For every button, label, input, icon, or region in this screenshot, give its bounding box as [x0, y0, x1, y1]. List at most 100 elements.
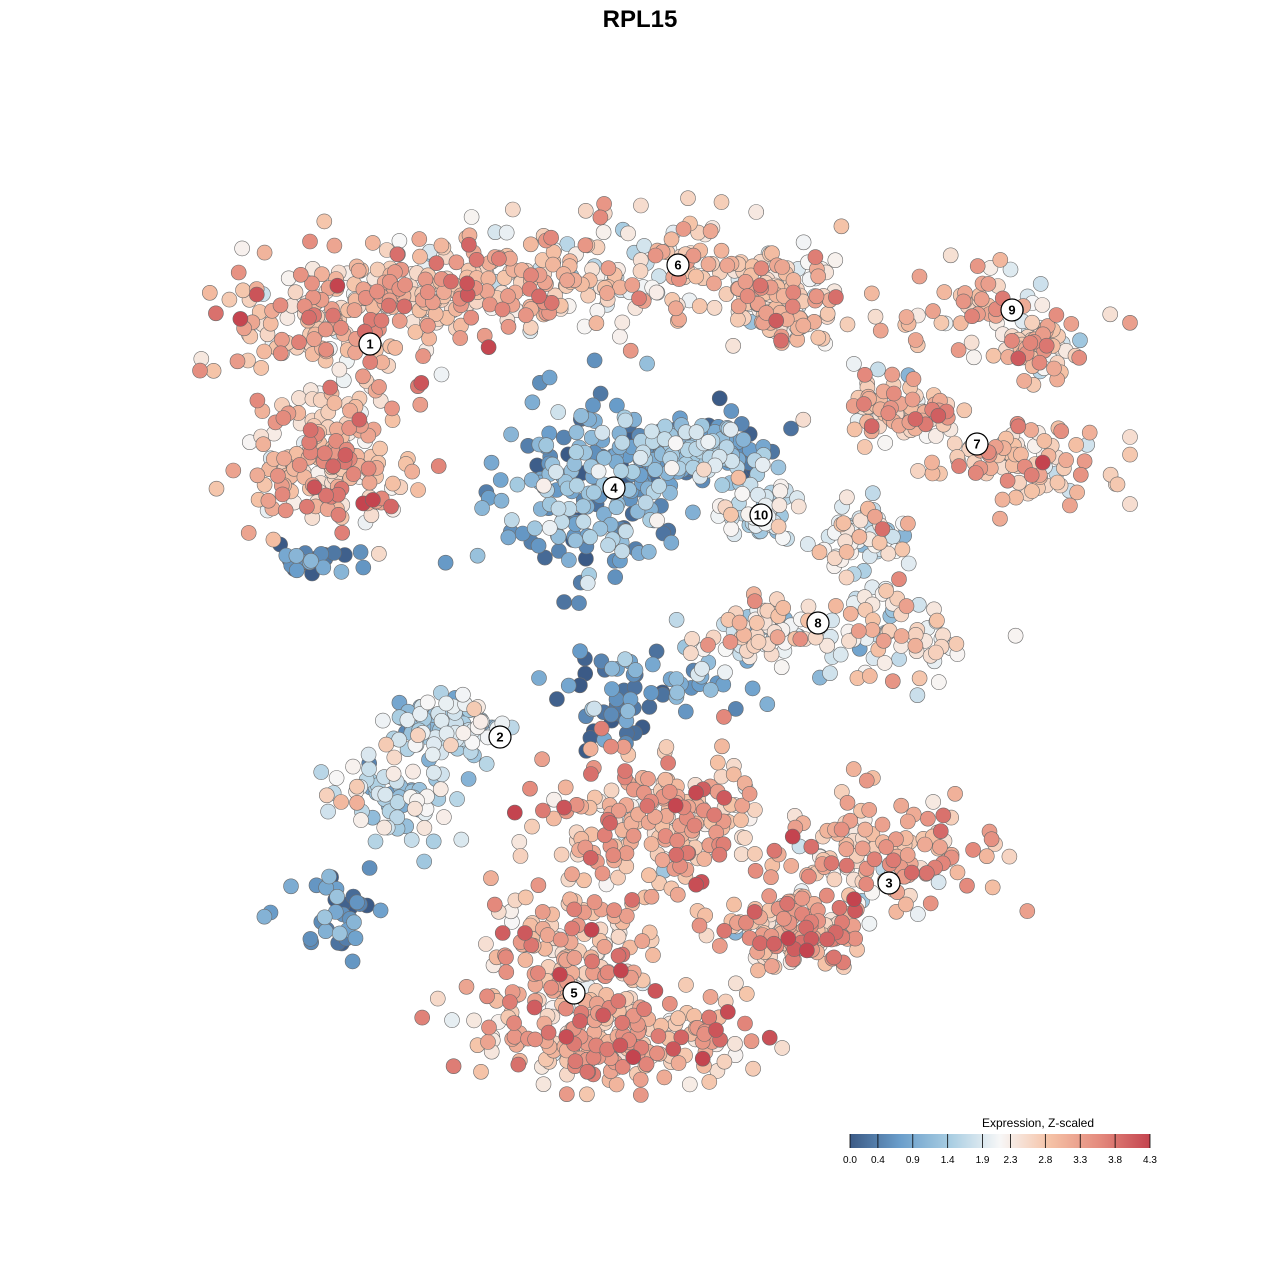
- scatter-point: [317, 923, 334, 940]
- scatter-point: [277, 502, 294, 519]
- scatter-point: [458, 978, 475, 995]
- scatter-point: [823, 855, 840, 872]
- cluster-label-10: 10: [749, 503, 773, 527]
- scatter-point: [256, 343, 273, 360]
- scatter-point: [734, 797, 751, 814]
- scatter-point: [564, 920, 580, 937]
- scatter-point: [498, 964, 515, 980]
- scatter-point: [230, 264, 247, 281]
- scatter-point: [240, 525, 257, 541]
- scatter-point: [950, 342, 967, 358]
- scatter-point: [260, 492, 277, 509]
- scatter-point: [688, 876, 704, 893]
- scatter-point: [407, 324, 424, 340]
- scatter-point: [1002, 261, 1019, 278]
- scatter-point: [969, 258, 986, 274]
- scatter-point: [922, 895, 939, 912]
- scatter-point: [361, 860, 378, 876]
- scatter-point: [663, 534, 680, 551]
- scatter-point: [994, 491, 1011, 508]
- scatter-point: [378, 736, 395, 753]
- scatter-point: [965, 842, 981, 858]
- scatter-point: [535, 802, 551, 819]
- scatter-point: [846, 356, 862, 372]
- scatter-point: [493, 492, 510, 509]
- scatter-point: [831, 899, 848, 916]
- scatter-point: [838, 544, 855, 560]
- scatter-point: [472, 713, 489, 730]
- scatter-point: [322, 379, 339, 396]
- scatter-point: [701, 1074, 718, 1090]
- scatter-point: [397, 277, 413, 293]
- scatter-point: [648, 284, 665, 301]
- scatter-point: [639, 798, 656, 814]
- scatter-point: [512, 848, 529, 864]
- scatter-point: [743, 1033, 760, 1049]
- scatter-point: [561, 552, 577, 568]
- scatter-point: [618, 845, 635, 862]
- scatter-point: [839, 794, 856, 811]
- scatter-point: [893, 628, 910, 644]
- scatter-point: [614, 1014, 631, 1031]
- cluster-label-text: 9: [1008, 303, 1015, 318]
- scatter-point: [349, 778, 365, 795]
- scatter-point: [494, 301, 511, 318]
- scatter-point: [480, 339, 497, 356]
- scatter-point: [841, 633, 857, 649]
- scatter-point: [460, 771, 477, 787]
- scatter-point: [459, 275, 475, 292]
- scatter-point: [292, 266, 309, 283]
- scatter-point: [828, 289, 844, 305]
- scatter-point: [314, 266, 330, 283]
- cluster-label-text: 8: [814, 616, 821, 631]
- scatter-point: [531, 288, 547, 305]
- scatter-point: [933, 315, 950, 331]
- scatter-point: [964, 308, 980, 325]
- scatter-point: [1069, 484, 1085, 501]
- scatter-point: [748, 204, 765, 220]
- scatter-point: [936, 284, 953, 300]
- scatter-point: [640, 543, 657, 560]
- scatter-point: [900, 555, 917, 572]
- scatter-point: [372, 440, 388, 457]
- scatter-point: [668, 846, 685, 863]
- scatter-point: [754, 456, 771, 473]
- scatter-point: [734, 485, 751, 502]
- scatter-point: [560, 677, 577, 694]
- scatter-point: [851, 528, 868, 545]
- scatter-point: [863, 285, 880, 302]
- scatter-point: [647, 983, 664, 999]
- scatter-point: [494, 925, 511, 941]
- scatter-point: [633, 197, 649, 214]
- scatter-point: [761, 888, 778, 904]
- scatter-point: [1049, 474, 1066, 491]
- scatter-point: [980, 276, 997, 292]
- scatter-point: [811, 544, 828, 561]
- scatter-point: [857, 366, 873, 383]
- scatter-point: [386, 749, 403, 766]
- scatter-point: [235, 282, 251, 299]
- scatter-point: [826, 949, 842, 966]
- scatter-point: [747, 846, 763, 862]
- scatter-point: [799, 942, 815, 959]
- scatter-point: [509, 476, 526, 493]
- scatter-point: [412, 396, 429, 413]
- scatter-point: [291, 334, 307, 351]
- scatter-point: [1122, 429, 1138, 445]
- scatter-point: [1007, 627, 1024, 644]
- scatter-point: [552, 966, 568, 983]
- scatter-point: [637, 494, 654, 511]
- scatter-point: [810, 268, 827, 285]
- cluster-label-9: 9: [1000, 298, 1024, 322]
- colorbar-tick-label: 3.8: [1108, 1155, 1122, 1166]
- scatter-point: [502, 994, 518, 1010]
- scatter-point: [713, 194, 730, 210]
- scatter-point: [341, 420, 358, 436]
- scatter-point: [302, 422, 319, 438]
- scatter-point: [473, 1064, 489, 1080]
- scatter-point: [763, 958, 780, 974]
- scatter-point: [688, 784, 704, 801]
- scatter-point: [364, 235, 381, 251]
- scatter-point: [596, 196, 612, 212]
- scatter-point: [481, 1019, 497, 1036]
